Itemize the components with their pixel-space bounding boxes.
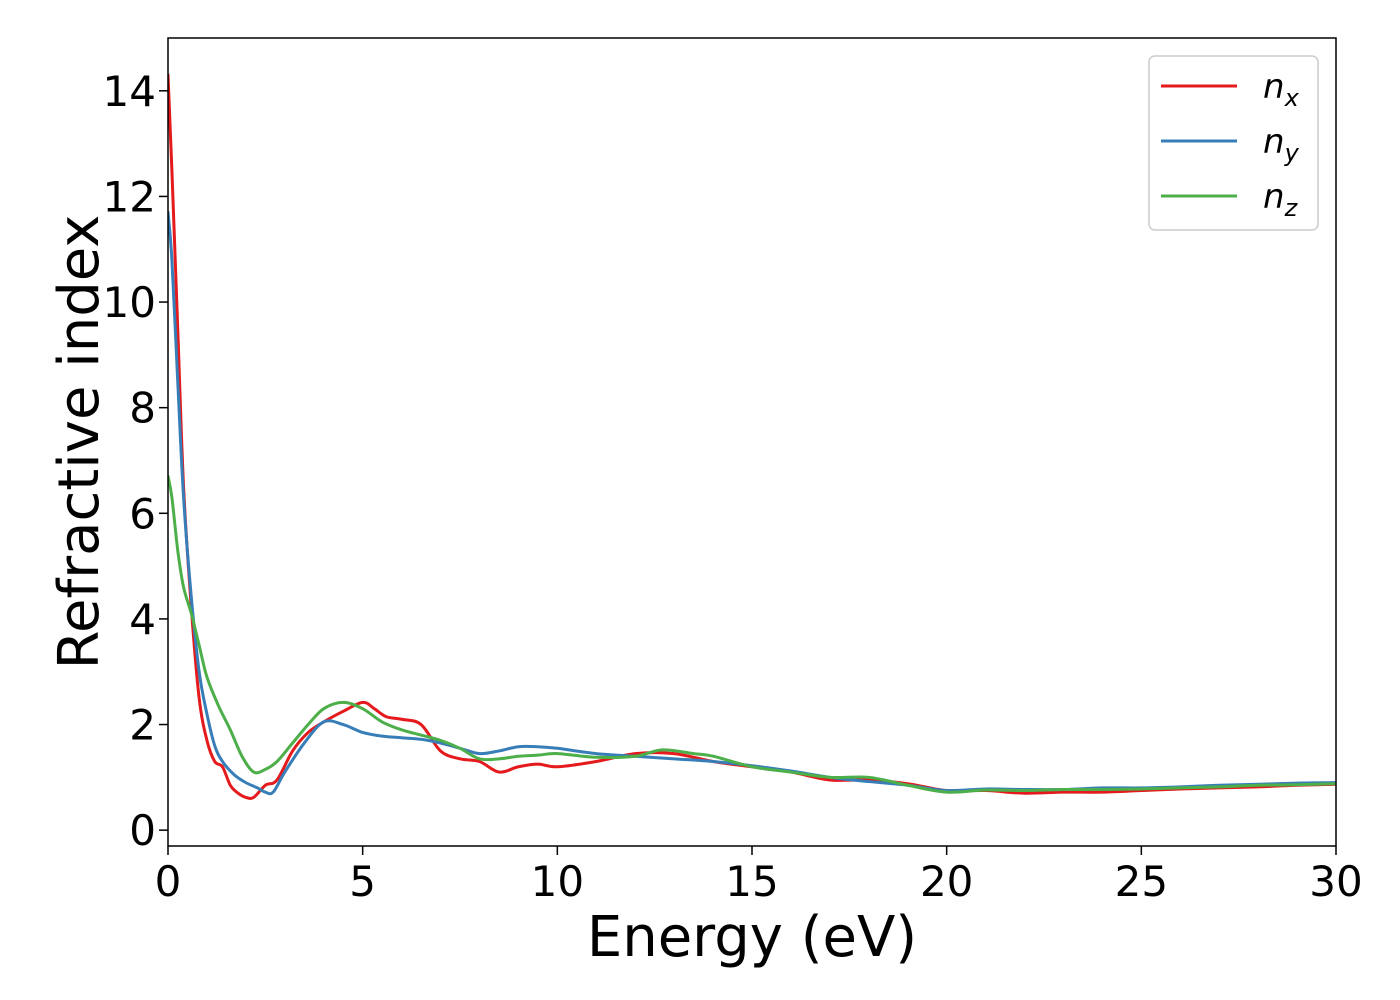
legend-label-z: nz — [1263, 177, 1299, 222]
y-tick-label: 0 — [129, 806, 156, 855]
series-line-n-z — [168, 474, 1336, 794]
y-tick-label: 8 — [129, 384, 156, 433]
series-layer — [168, 73, 1336, 800]
x-tick-label: 30 — [1309, 857, 1362, 906]
x-tick-label: 5 — [349, 857, 376, 906]
legend-box — [1148, 55, 1319, 231]
x-tick-label: 0 — [155, 857, 182, 906]
x-tick-label: 25 — [1115, 857, 1168, 906]
x-tick-label: 10 — [531, 857, 584, 906]
y-axis-label: Refractive index — [47, 215, 112, 670]
x-tick-label: 15 — [725, 857, 778, 906]
legend-label-x: nx — [1263, 67, 1300, 112]
x-tick-label: 20 — [920, 857, 973, 906]
y-tick-label: 6 — [129, 489, 156, 538]
legend-label-y: ny — [1263, 122, 1300, 167]
y-tick-label: 4 — [129, 595, 156, 644]
x-axis: 0 5 10 15 20 25 30 — [155, 846, 1363, 906]
y-tick-label: 2 — [129, 701, 156, 750]
x-axis-label: Energy (eV) — [587, 905, 917, 970]
y-tick-label: 14 — [103, 67, 156, 116]
y-axis: 0 2 4 6 8 10 12 14 — [103, 67, 168, 855]
y-tick-label: 10 — [103, 278, 156, 327]
y-tick-label: 12 — [103, 172, 156, 221]
legend: nx ny nz — [1148, 55, 1319, 231]
